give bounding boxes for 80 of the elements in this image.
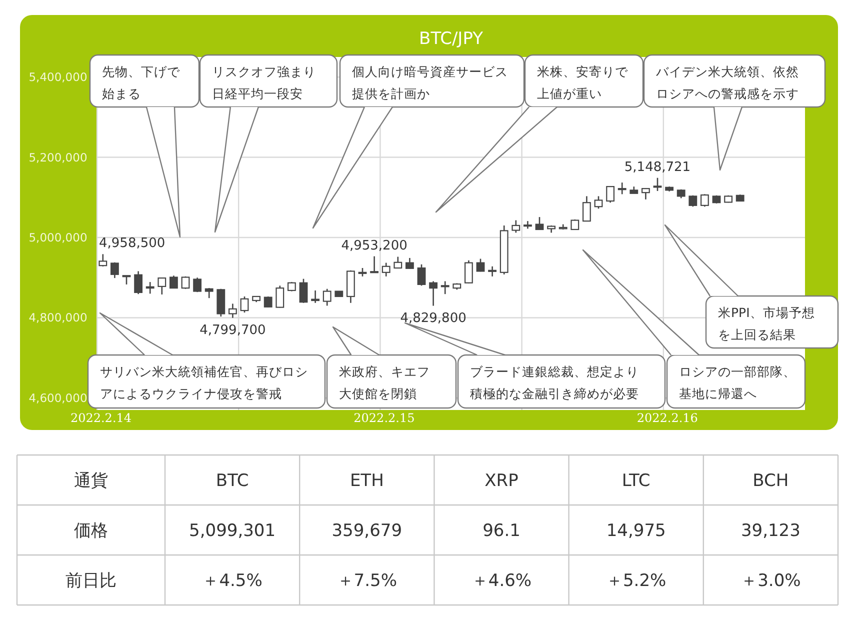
candlestick — [370, 256, 379, 274]
candlestick — [394, 256, 402, 270]
candlestick — [193, 276, 202, 293]
annotation: ブラード連銀総裁、想定より積極的な金融引き締めが必要 — [470, 364, 639, 401]
text: ＋3.0% — [740, 571, 801, 591]
y-tick-label: 4,800,000 — [28, 310, 88, 325]
annotation: 米政府、キエフ大使館を閉鎖 — [339, 364, 430, 401]
candlestick — [110, 262, 119, 279]
text: 価格 — [74, 521, 108, 541]
callout: 米PPI、市場予想を上回る結果 — [664, 224, 839, 349]
candlestick — [606, 186, 615, 204]
category-label: XRP — [484, 471, 518, 491]
candlestick — [204, 287, 214, 299]
candlestick — [641, 188, 650, 200]
text: 通貨 — [74, 471, 108, 491]
candlestick — [322, 288, 332, 306]
annotation: 米株、安寄りで上値が重い — [537, 64, 629, 101]
x-tick-label: 2022.2.15 — [354, 411, 415, 425]
chart-title: BTC/JPY — [419, 29, 484, 49]
candlestick — [382, 262, 390, 278]
text: 前日比 — [66, 571, 116, 591]
candlestick — [405, 257, 414, 270]
text: ＋7.5% — [336, 571, 397, 591]
candlestick — [429, 280, 438, 306]
candlestick — [535, 216, 544, 230]
candlestick — [700, 194, 709, 208]
candlestick — [134, 270, 143, 295]
candlestick — [299, 278, 308, 304]
x-tick-label: 2022.2.16 — [636, 411, 698, 425]
candlestick — [464, 260, 473, 284]
candlestick — [653, 177, 662, 192]
candlestick — [488, 266, 497, 278]
category-label: BCH — [752, 471, 789, 491]
category-label: ETH — [350, 471, 384, 491]
text: 4,958,500 — [99, 236, 166, 252]
candlestick — [287, 281, 296, 292]
y-tick-label: 4,600,000 — [28, 390, 88, 405]
text: ＋5.2% — [606, 571, 666, 591]
text: 96.1 — [482, 521, 520, 541]
text: ＋4.6% — [471, 571, 532, 591]
callout: 米政府、キエフ大使館を閉鎖 — [326, 326, 457, 409]
annotation: 先物、下げで始まる — [102, 64, 181, 101]
annotation: 個人向け暗号資産サービス提供を計画か — [352, 64, 508, 101]
candlestick — [440, 280, 450, 295]
candlestick — [311, 290, 320, 304]
annotation: 米PPI、市場予想を上回る結果 — [718, 305, 815, 342]
y-tick-label: 5,200,000 — [28, 150, 88, 164]
candlestick — [240, 296, 249, 314]
text: 359,679 — [332, 521, 402, 541]
callout: 先物、下げで始まる — [89, 54, 200, 238]
text: ＋4.5% — [202, 571, 262, 591]
candlestick — [512, 220, 520, 234]
category-label: BTC — [216, 471, 249, 491]
text: 4,953,200 — [341, 238, 408, 254]
candlestick — [594, 196, 603, 210]
text: 4,829,800 — [400, 310, 466, 326]
candlestick — [276, 285, 284, 308]
x-tick-label: 2022.2.14 — [70, 411, 132, 425]
candlestick — [169, 274, 178, 289]
annotation: サリバン米大統領補佐官、再びロシアによるウクライナ侵攻を警戒 — [100, 364, 308, 401]
category-label: LTC — [622, 471, 650, 491]
candlestick — [181, 276, 190, 290]
candlestick — [146, 281, 154, 294]
text: 14,975 — [606, 521, 666, 541]
text: 4,799,700 — [200, 322, 266, 338]
callout: 個人向け暗号資産サービス提供を計画か — [312, 54, 525, 229]
y-tick-label: 5,000,000 — [28, 230, 88, 245]
candlestick — [158, 277, 166, 296]
candlestick — [618, 182, 626, 195]
text: 5,148,721 — [624, 160, 691, 175]
text: 39,123 — [740, 521, 800, 541]
candlestick — [228, 303, 237, 319]
annotation: ロシアの一部部隊、基地に帰還へ — [679, 364, 796, 401]
annotation: バイデン米大統領、依然ロシアへの警戒感を示す — [655, 64, 799, 101]
callout: リスクオフ強まり日経平均一段安 — [199, 54, 338, 233]
candlestick — [582, 196, 591, 222]
text: 5,099,301 — [189, 521, 276, 541]
y-tick-label: 5,400,000 — [28, 70, 88, 84]
candlestick — [417, 264, 426, 286]
candlestick — [476, 258, 485, 272]
